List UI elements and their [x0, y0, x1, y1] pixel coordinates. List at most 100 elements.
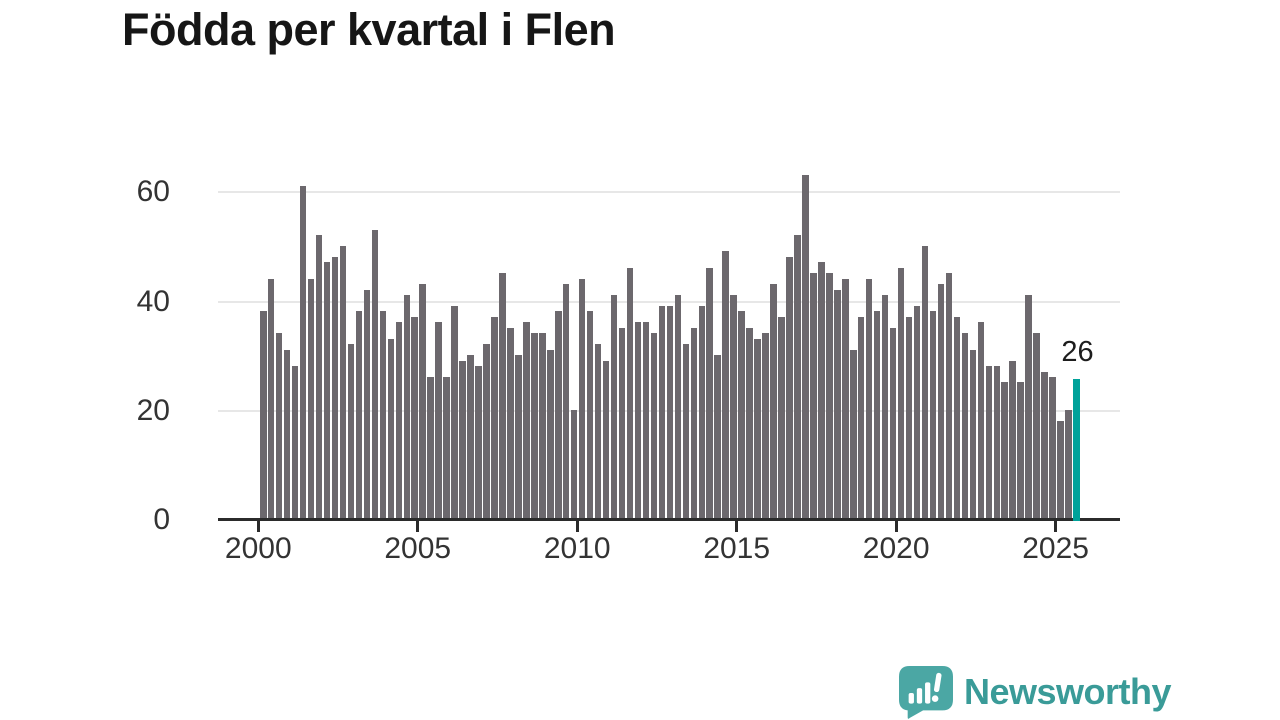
bar: [1065, 409, 1072, 519]
y-axis-label-60: 60: [136, 175, 170, 209]
bar: [738, 311, 745, 519]
bar: [323, 262, 331, 519]
bar: [1041, 371, 1048, 519]
bar: [562, 284, 570, 519]
bar: [523, 322, 530, 519]
bar: [834, 289, 841, 519]
bar: [905, 316, 913, 519]
bar: [459, 360, 466, 519]
bar: [865, 278, 873, 519]
bar: [578, 278, 586, 519]
bar: [299, 185, 307, 519]
bar: [937, 284, 945, 519]
bar: [515, 355, 522, 519]
bar: [451, 306, 458, 519]
bar: [531, 333, 538, 519]
bar: [435, 322, 442, 519]
bar: [1057, 420, 1064, 519]
bar: [555, 311, 562, 519]
newsworthy-wordmark: Newsworthy: [964, 671, 1172, 712]
bar: [387, 338, 395, 519]
x-axis-tick-2015: [735, 521, 739, 532]
bar: [483, 344, 490, 519]
bar: [658, 306, 666, 519]
bar: [507, 327, 514, 519]
bar: [379, 311, 387, 519]
bar: [921, 245, 929, 519]
bar: [762, 333, 769, 519]
bar: [307, 278, 315, 519]
bar: [475, 366, 482, 519]
newsworthy-icon: [899, 665, 953, 719]
x-axis-label-2000: 2000: [224, 532, 292, 565]
bar: [818, 262, 825, 519]
bar: [347, 344, 355, 519]
bar: [897, 267, 905, 519]
bar: [786, 256, 793, 519]
plot-area: 2000 2005 2010 2015 2020 2025 26: [218, 160, 1120, 565]
bar: [618, 327, 626, 519]
bar: [267, 278, 275, 519]
bar: [1001, 382, 1008, 519]
bar: [690, 327, 698, 519]
bar: [722, 251, 729, 519]
bar: [315, 235, 323, 519]
bar: [889, 327, 897, 519]
bar: [411, 316, 418, 519]
bar: [331, 256, 339, 519]
bar: [969, 349, 977, 519]
y-axis-label-40: 40: [136, 284, 170, 318]
bar: [260, 311, 267, 519]
bar: [642, 322, 650, 519]
bar-highlighted: [1073, 379, 1080, 521]
bar: [371, 229, 379, 519]
bar: [1009, 360, 1016, 519]
bar: [810, 273, 817, 519]
bar: [794, 235, 801, 519]
bar: [945, 273, 953, 519]
bar: [778, 316, 785, 519]
chart-title: Födda per kvartal i Flen: [122, 4, 616, 55]
bar: [339, 245, 347, 519]
x-axis-tick-2005: [416, 521, 420, 532]
bar: [1033, 333, 1040, 519]
bar: [626, 267, 634, 519]
bar: [929, 311, 937, 519]
bar: [275, 333, 283, 519]
bar: [666, 306, 674, 519]
bar: [467, 355, 474, 519]
bar: [650, 333, 658, 519]
bar: [1025, 295, 1032, 519]
gridline-y-60: [218, 191, 1120, 194]
bar: [547, 349, 554, 519]
bar: [570, 409, 578, 519]
bar: [363, 289, 371, 519]
x-axis-label-2025: 2025: [1022, 532, 1089, 565]
bar: [283, 349, 291, 519]
bar: [1017, 382, 1024, 519]
bar: [826, 273, 833, 519]
bar: [881, 295, 889, 519]
bar: [491, 316, 498, 519]
bar: [1049, 377, 1056, 519]
bar: [674, 295, 682, 519]
bar: [539, 333, 546, 519]
bar: [291, 366, 299, 519]
gridline-y-40: [218, 300, 1120, 303]
bar: [754, 338, 761, 519]
bar: [993, 366, 1001, 519]
bar: [873, 311, 881, 519]
bar: [706, 267, 713, 519]
bar: [857, 316, 865, 519]
bar: [355, 311, 363, 519]
x-axis-label-2010: 2010: [543, 532, 611, 565]
x-axis-label-2020: 2020: [862, 532, 930, 565]
bar: [499, 273, 506, 519]
bar: [594, 344, 602, 519]
x-axis-label-2015: 2015: [703, 532, 771, 565]
highlight-value-label: 26: [1061, 336, 1094, 368]
bar: [698, 306, 705, 519]
x-axis-label-2005: 2005: [384, 532, 452, 565]
bar: [395, 322, 403, 519]
